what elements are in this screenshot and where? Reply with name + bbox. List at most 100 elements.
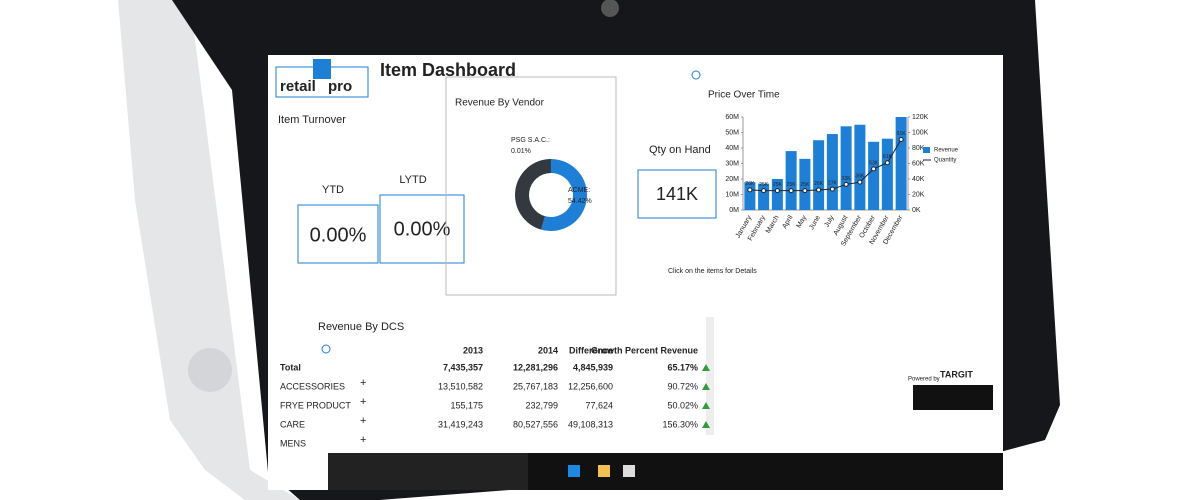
y2-tick-label: 120K <box>912 114 929 121</box>
cell-value: 77,624 <box>585 400 613 410</box>
data-label: 91K <box>897 131 907 137</box>
y-tick-label: 40M <box>725 145 739 152</box>
column-header: 2014 <box>538 345 558 355</box>
cell-value: 155,175 <box>450 400 483 410</box>
taskbar-search[interactable] <box>328 453 528 490</box>
slice-value: 0.01% <box>511 148 531 155</box>
cell-value: 25,767,183 <box>513 381 558 391</box>
y-tick-label: 10M <box>725 191 739 198</box>
line-point <box>871 166 877 172</box>
y2-tick-label: 100K <box>912 129 929 136</box>
expand-icon: + <box>360 377 366 389</box>
trend-up <box>702 421 710 428</box>
kpi-label: YTD <box>322 184 344 196</box>
pie-slice <box>541 159 587 231</box>
legend-label: Revenue <box>934 148 959 154</box>
cell-value: 232,799 <box>525 400 558 410</box>
trend-up <box>702 402 710 409</box>
data-label: 25K <box>800 182 810 188</box>
logo-text: pro <box>328 78 352 95</box>
data-label: 25K <box>759 182 769 188</box>
cell-value: 156.30% <box>662 419 698 429</box>
kpi-tile[interactable] <box>379 194 465 264</box>
data-label: 26K <box>814 181 824 187</box>
cell-value: 12,256,600 <box>568 381 613 391</box>
line-point <box>802 188 808 194</box>
kpi-tile[interactable] <box>637 169 717 219</box>
info-icon[interactable] <box>321 344 331 354</box>
screen-background <box>268 55 1003 490</box>
line-point <box>884 160 890 166</box>
data-label: 36K <box>855 173 865 179</box>
expand-icon: + <box>360 415 366 427</box>
kpi-value: 0.00% <box>310 224 367 246</box>
data-label: 27K <box>828 180 838 186</box>
hint-text: Click on the items for Details <box>668 268 757 275</box>
legend-label: Quantity <box>934 158 956 164</box>
kpi-value: 141K <box>656 184 698 204</box>
info-icon[interactable] <box>691 70 701 80</box>
panel-title: Qty on Hand <box>649 144 711 156</box>
bar <box>840 126 852 210</box>
line-point <box>829 186 835 192</box>
line-point <box>816 187 822 193</box>
panel-title: Item Turnover <box>278 114 346 126</box>
row-label: MENS <box>280 438 306 448</box>
y-tick-label: 20M <box>725 176 739 183</box>
y-tick-label: 60M <box>725 114 739 121</box>
scrollbar[interactable] <box>706 317 714 435</box>
row-label: FRYE PRODUCT <box>280 400 351 410</box>
taskbar-icon[interactable] <box>568 465 580 477</box>
data-label: 25K <box>787 182 797 188</box>
logo-bag[interactable] <box>313 59 331 79</box>
cell-value: 50.02% <box>667 400 698 410</box>
line-point <box>747 187 753 193</box>
kpi-value: 0.00% <box>394 218 451 240</box>
row-label: Total <box>280 362 301 372</box>
cell-value: 90.72% <box>667 381 698 391</box>
column-header: 2013 <box>463 345 483 355</box>
y2-tick-label: 40K <box>912 176 925 183</box>
bar <box>758 183 770 210</box>
bar <box>881 138 893 210</box>
bar <box>854 124 866 210</box>
data-label: 25K <box>773 182 783 188</box>
y2-tick-label: 0K <box>912 207 921 214</box>
slice-label: ACME: <box>568 187 590 194</box>
column-header: Difference <box>569 345 613 355</box>
cell-value: 13,510,582 <box>438 381 483 391</box>
footer-text: Powered by <box>908 377 940 383</box>
y-tick-label: 50M <box>725 129 739 136</box>
taskbar-icon[interactable] <box>623 465 635 477</box>
kpi-label: LYTD <box>399 174 426 186</box>
hp-logo <box>601 0 619 17</box>
bar <box>826 134 838 210</box>
data-label: 61K <box>883 154 893 160</box>
slice-value: 54.42% <box>568 198 592 205</box>
cell-value: 80,527,556 <box>513 419 558 429</box>
cell-value: 12,281,296 <box>513 362 558 372</box>
bar <box>868 141 880 210</box>
data-label: 53K <box>869 160 879 166</box>
line-point <box>788 188 794 194</box>
kpi-tile[interactable] <box>297 204 379 264</box>
page-title: Item Dashboard <box>380 60 516 80</box>
bar <box>744 182 756 210</box>
taskbar-icon[interactable] <box>598 465 610 477</box>
bar <box>771 179 783 210</box>
line-point <box>857 179 863 185</box>
expand-icon: + <box>360 434 366 446</box>
row-label: ACCESSORIES <box>280 381 345 391</box>
cell-value: 7,435,357 <box>443 362 483 372</box>
y2-tick-label: 20K <box>912 191 925 198</box>
y-tick-label: 30M <box>725 160 739 167</box>
expand-icon: + <box>360 396 366 408</box>
cell-value: 49,108,313 <box>568 419 613 429</box>
trend-up <box>702 383 710 390</box>
line-point <box>843 181 849 187</box>
logo-text: retail <box>280 78 316 95</box>
y-tick-label: 0M <box>729 207 739 214</box>
line-point <box>898 136 904 142</box>
chart-title: Price Over Time <box>708 90 780 101</box>
